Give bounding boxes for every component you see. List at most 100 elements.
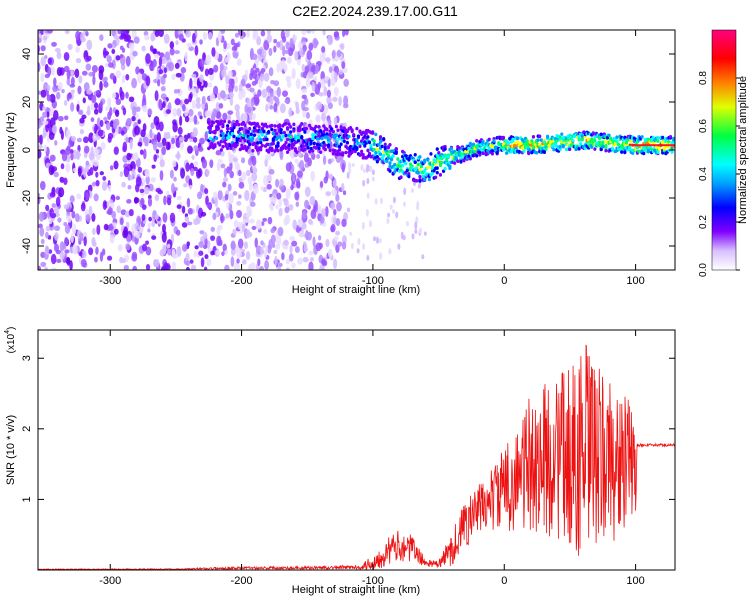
heatmap-cell <box>126 199 132 204</box>
heatmap-cell <box>386 145 391 150</box>
heatmap-cell <box>78 109 84 116</box>
heatmap-cell <box>127 184 132 190</box>
heatmap-cell <box>216 241 223 247</box>
heatmap-cell <box>159 159 165 168</box>
heatmap-cell <box>163 67 168 74</box>
heatmap-cell <box>38 149 42 159</box>
heatmap-cell <box>235 42 240 48</box>
heatmap-cell <box>314 63 320 72</box>
heatmap-cell <box>607 133 611 138</box>
heatmap-cell <box>115 35 120 46</box>
heatmap-cell <box>45 204 50 212</box>
heatmap-cell <box>580 134 584 138</box>
heatmap-cell <box>604 144 608 148</box>
heatmap-cell <box>251 225 257 231</box>
heatmap-cell <box>227 120 231 124</box>
heatmap-cell <box>132 50 138 57</box>
heatmap-cell <box>151 164 156 169</box>
heatmap-cell <box>131 77 138 89</box>
heatmap-cell <box>121 64 125 70</box>
heatmap-cell <box>119 171 124 178</box>
heatmap-cell <box>71 210 76 219</box>
heatmap-cell <box>363 168 367 174</box>
heatmap-cell <box>318 92 324 97</box>
heatmap-cell <box>171 73 176 81</box>
heatmap-cell <box>54 225 60 232</box>
heatmap-cell <box>334 124 339 129</box>
heatmap-cell <box>278 207 283 217</box>
heatmap-cell <box>303 242 308 253</box>
heatmap-cell <box>95 90 100 95</box>
colorbar-tick-label: 0.4 <box>698 167 709 181</box>
heatmap-cell <box>365 208 369 217</box>
heatmap-cell <box>337 145 342 149</box>
heatmap-cell <box>95 179 100 187</box>
heatmap-cell <box>230 241 236 250</box>
heatmap-cell <box>232 157 239 162</box>
heatmap-cell <box>92 227 96 235</box>
heatmap-cell <box>233 219 239 228</box>
heatmap-cell <box>137 166 143 173</box>
heatmap-cell <box>216 225 221 236</box>
heatmap-cell <box>438 173 443 177</box>
heatmap-cell <box>204 254 209 260</box>
colorbar-tick-label: 0.6 <box>698 119 709 133</box>
heatmap-cell <box>213 143 217 147</box>
heatmap-cell <box>325 206 329 218</box>
heatmap-cell <box>149 45 154 52</box>
heatmap-cell <box>48 132 55 140</box>
heatmap-cell <box>228 91 234 99</box>
heatmap-cell <box>217 190 223 201</box>
heatmap-cell <box>86 55 92 62</box>
heatmap-cell <box>279 103 286 114</box>
heatmap-cell <box>200 211 207 217</box>
heatmap-cell <box>160 86 166 92</box>
heatmap-cell <box>99 119 104 128</box>
heatmap-y-tick-label: 20 <box>21 96 33 108</box>
heatmap-cell <box>125 91 129 99</box>
heatmap-cell <box>620 150 624 154</box>
heatmap-cell <box>122 229 128 239</box>
heatmap-cell <box>237 122 241 127</box>
heatmap-cell <box>113 228 119 235</box>
heatmap-cell <box>519 141 523 146</box>
heatmap-cell <box>414 221 418 230</box>
heatmap-cell <box>212 212 217 221</box>
heatmap-cell <box>141 45 146 52</box>
heatmap-cell <box>278 124 282 129</box>
heatmap-cell <box>216 161 221 171</box>
heatmap-cell <box>432 168 436 173</box>
heatmap-cell <box>665 144 668 147</box>
heatmap-cell <box>192 264 197 270</box>
heatmap-cell <box>111 210 117 219</box>
heatmap-x-label: Height of straight line (km) <box>292 284 420 296</box>
heatmap-cell <box>106 209 113 215</box>
heatmap-cell <box>336 201 342 212</box>
heatmap-cell <box>421 174 425 179</box>
heatmap-cell <box>571 138 575 143</box>
heatmap-cell <box>236 209 242 219</box>
heatmap-cell <box>103 81 109 88</box>
heatmap-cell <box>157 142 163 148</box>
heatmap-cell <box>132 152 137 162</box>
heatmap-cell <box>59 126 63 135</box>
heatmap-cell <box>176 204 182 209</box>
heatmap-cell <box>135 183 140 193</box>
heatmap-cell <box>326 89 332 98</box>
heatmap-cell <box>255 96 260 105</box>
heatmap-cell <box>263 40 270 51</box>
heatmap-cell <box>176 246 182 257</box>
heatmap-cell <box>269 90 274 98</box>
heatmap-cell <box>456 159 460 163</box>
heatmap-cell <box>623 150 627 154</box>
heatmap-cell <box>235 143 239 147</box>
snr-y-tick-label: 1 <box>21 496 33 502</box>
heatmap-cell <box>305 229 309 241</box>
heatmap-cell <box>145 75 151 87</box>
heatmap-cell <box>199 58 205 68</box>
heatmap-cell <box>301 30 307 36</box>
heatmap-cell <box>129 175 134 181</box>
heatmap-cell <box>213 85 219 97</box>
heatmap-cell <box>667 144 669 147</box>
heatmap-cell <box>49 93 56 103</box>
